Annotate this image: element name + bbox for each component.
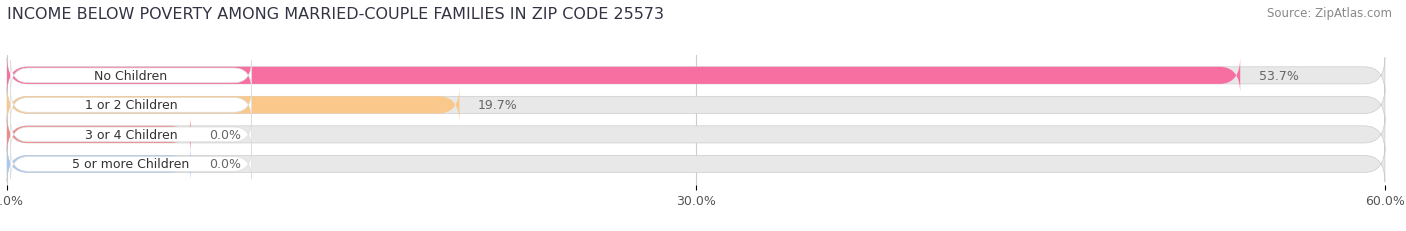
FancyBboxPatch shape [10,149,252,179]
Text: 5 or more Children: 5 or more Children [73,158,190,171]
FancyBboxPatch shape [7,88,1385,123]
FancyBboxPatch shape [7,58,1385,94]
FancyBboxPatch shape [10,120,252,150]
FancyBboxPatch shape [7,146,1385,182]
Text: 19.7%: 19.7% [478,99,517,112]
Text: 3 or 4 Children: 3 or 4 Children [84,128,177,141]
Text: No Children: No Children [94,70,167,82]
Text: INCOME BELOW POVERTY AMONG MARRIED-COUPLE FAMILIES IN ZIP CODE 25573: INCOME BELOW POVERTY AMONG MARRIED-COUPL… [7,7,664,22]
FancyBboxPatch shape [7,58,1240,94]
FancyBboxPatch shape [7,88,460,123]
Text: Source: ZipAtlas.com: Source: ZipAtlas.com [1267,7,1392,20]
FancyBboxPatch shape [10,90,252,121]
Text: 53.7%: 53.7% [1258,70,1299,82]
FancyBboxPatch shape [7,117,191,153]
FancyBboxPatch shape [7,146,191,182]
Text: 0.0%: 0.0% [209,158,240,171]
FancyBboxPatch shape [7,117,1385,153]
FancyBboxPatch shape [10,61,252,91]
Text: 1 or 2 Children: 1 or 2 Children [84,99,177,112]
Text: 0.0%: 0.0% [209,128,240,141]
